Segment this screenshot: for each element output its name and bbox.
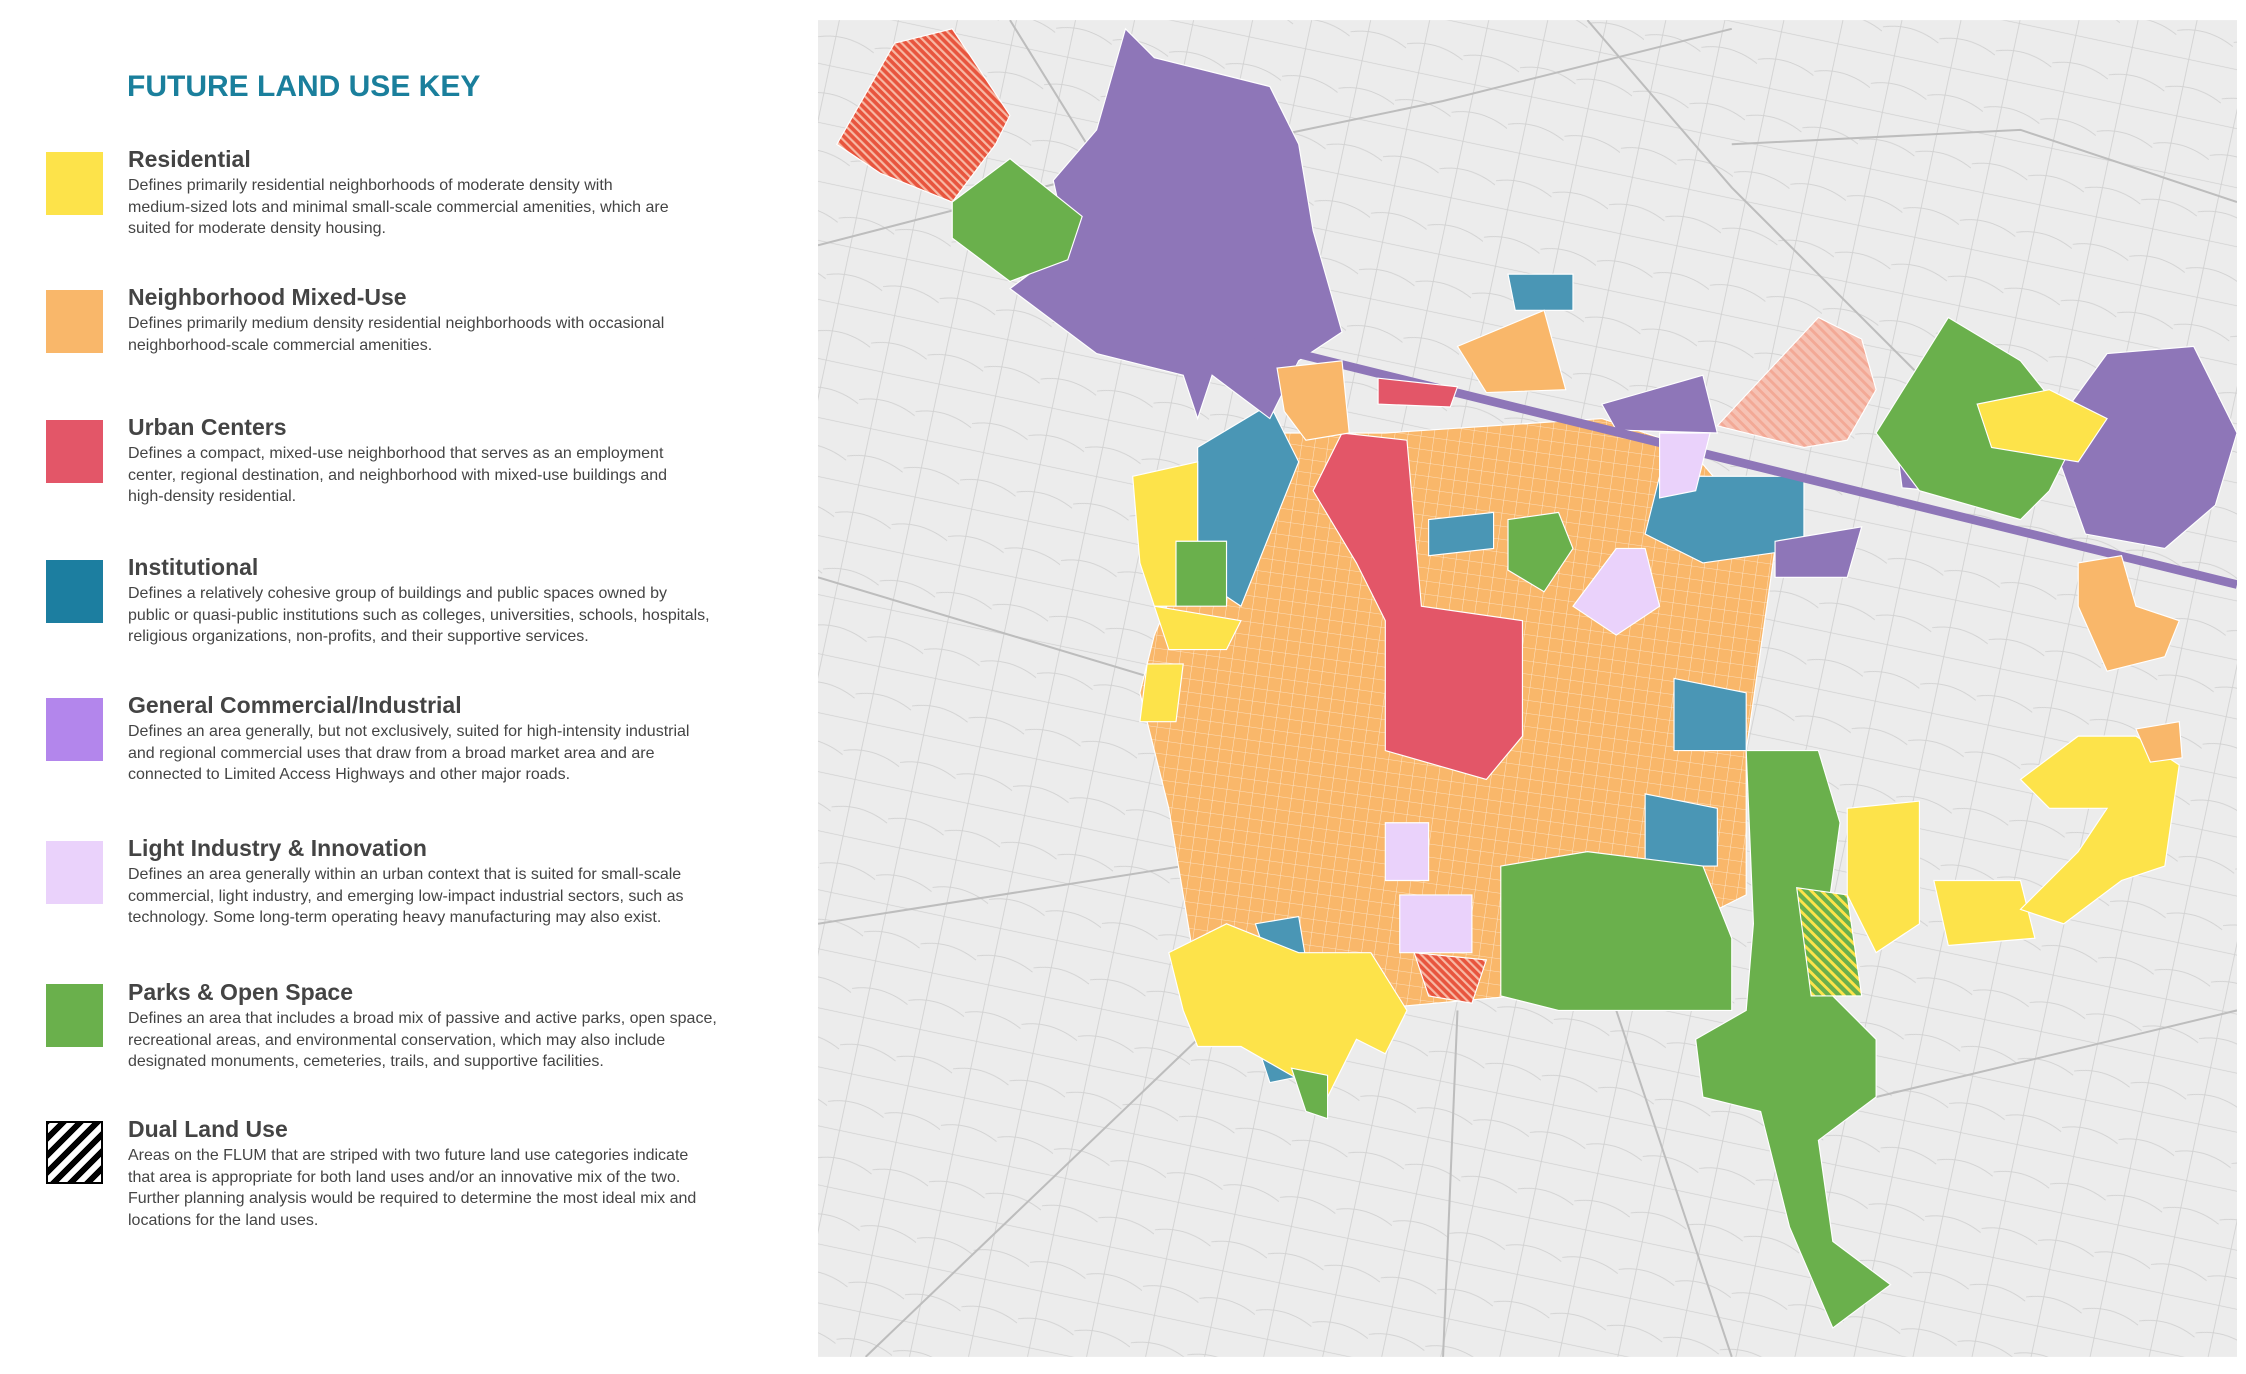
legend-label: Neighborhood Mixed-Use [128, 284, 407, 310]
legend-description: Defines a relatively cohesive group of b… [128, 585, 667, 602]
legend-description: recreational areas, and environmental co… [128, 1031, 666, 1049]
legend-label: Dual Land Use [128, 1116, 288, 1142]
legend-label: Urban Centers [128, 414, 287, 440]
legend-description: Defines an area that includes a broad mi… [128, 1010, 717, 1027]
swatch-commercial [46, 698, 103, 761]
legend-description: Further planning analysis would be requi… [128, 1190, 697, 1208]
legend-description: Defines an area generally within an urba… [128, 866, 682, 883]
legend-description: Defines a compact, mixed-use neighborhoo… [128, 445, 664, 462]
legend-description: and regional commercial uses that draw f… [128, 744, 655, 762]
legend-label: Institutional [128, 554, 259, 580]
swatch-light-industry [46, 841, 103, 904]
legend-description: that area is appropriate for both land u… [128, 1168, 681, 1186]
legend-label: Residential [128, 146, 251, 172]
legend-description: public or quasi-public institutions such… [128, 606, 710, 624]
swatch-parks [46, 984, 103, 1047]
swatch-dual [46, 1121, 103, 1184]
legend-description: Areas on the FLUM that are striped with … [128, 1147, 689, 1164]
land-use [835, 27, 2237, 1329]
swatch-residential [46, 152, 103, 215]
map [818, 20, 2237, 1357]
legend-description: suited for moderate density housing. [128, 220, 386, 238]
legend-description: Defines primarily medium density residen… [128, 315, 665, 332]
legend-label: General Commercial/Industrial [128, 692, 462, 718]
legend-description: designated monuments, cemeteries, trails… [128, 1053, 604, 1071]
legend-description: high-density residential. [128, 488, 297, 506]
legend-description: technology. Some long-term operating hea… [128, 909, 662, 927]
legend-description: connected to Limited Access Highways and… [128, 766, 571, 784]
legend-description: religious organizations, non-profits, an… [128, 628, 589, 646]
legend-description: medium-sized lots and minimal small-scal… [128, 198, 669, 216]
key-title: FUTURE LAND USE KEY [127, 70, 481, 103]
legend-description: commercial, light industry, and emerging… [128, 887, 684, 905]
legend-description: center, regional destination, and neighb… [128, 466, 668, 484]
swatch-institutional [46, 560, 103, 623]
swatch-urban [46, 420, 103, 483]
legend-description: Defines primarily residential neighborho… [128, 177, 613, 194]
legend-description: Defines an area generally, but not exclu… [128, 723, 690, 740]
legend-label: Light Industry & Innovation [128, 835, 427, 861]
swatch-mixed-use [46, 290, 103, 353]
legend-description: locations for the land uses. [128, 1211, 319, 1229]
legend-description: neighborhood-scale commercial amenities. [128, 336, 433, 354]
legend-label: Parks & Open Space [128, 979, 353, 1005]
